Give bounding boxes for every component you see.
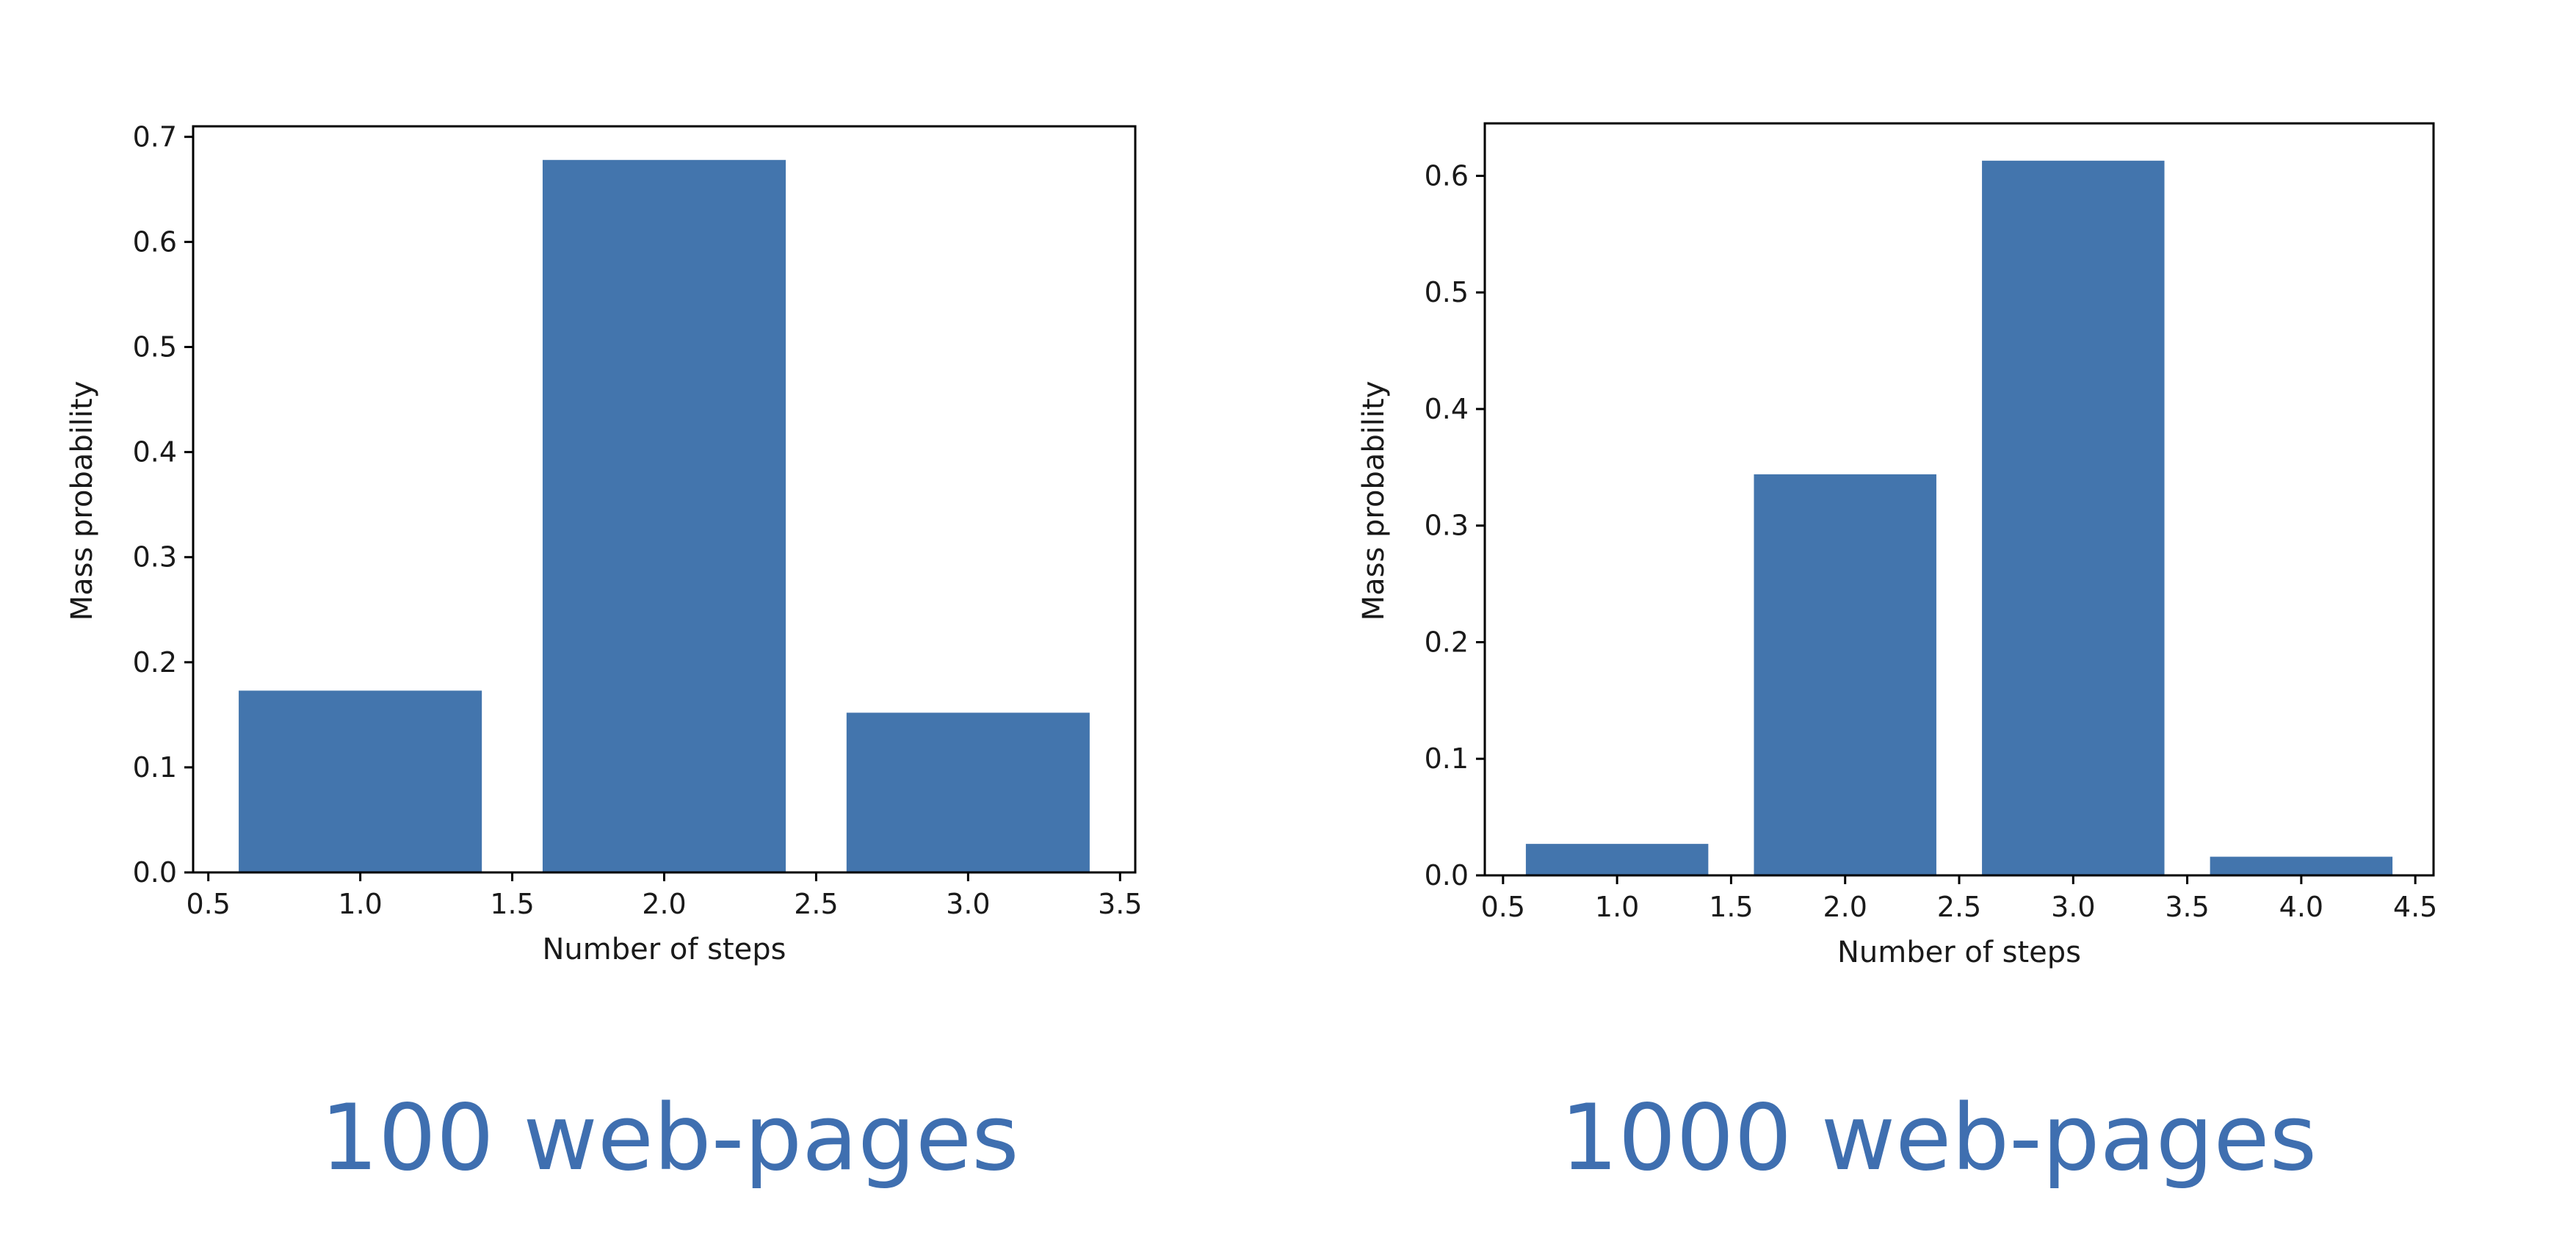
chart1-y-tick-label: 0.3 [1425, 510, 1469, 542]
chart1-y-tick-label: 0.6 [1425, 159, 1469, 192]
chart1-x-tick-label: 1.0 [1595, 891, 1639, 923]
chart1-y-tick-label: 0.4 [1425, 393, 1469, 425]
chart0-y-tick-label: 0.1 [133, 751, 177, 784]
chart1-bar-2 [1754, 474, 1936, 875]
chart1-y-axis-label: Mass probability [1357, 381, 1391, 621]
chart1-x-tick-label: 2.5 [1937, 891, 1981, 923]
chart1-x-axis-label: Number of steps [1837, 936, 2081, 969]
chart0-x-tick-label: 2.0 [642, 888, 686, 920]
chart1-y-tick-label: 0.5 [1425, 276, 1469, 308]
chart0-x-tick-label: 3.0 [946, 888, 990, 920]
caption-1000-web-pages: 1000 web-pages [1560, 1085, 2317, 1191]
chart0-bar-2 [542, 159, 786, 872]
chart0-x-tick-label: 1.5 [490, 888, 534, 920]
chart1-x-tick-label: 2.0 [1823, 891, 1867, 923]
chart0-y-tick-label: 0.3 [133, 541, 177, 574]
chart1-plot-frame [1483, 122, 2435, 877]
chart1-x-tick-label: 4.5 [2393, 891, 2437, 923]
chart-1000-pages: 0.5 1.0 1.5 2.0 2.5 3.0 3.5 4.0 4.5 0.0 0.1 0.2 0.3 0… [1357, 122, 2437, 969]
chart1-x-tick-label: 4.0 [2279, 891, 2323, 923]
chart1-bar-1 [1525, 844, 1709, 875]
chart0-y-tick-label: 0.0 [133, 856, 177, 889]
chart0-y-axis-label: Mass probability [65, 381, 99, 621]
chart1-y-tick-label: 0.0 [1425, 859, 1469, 892]
chart1-y-tick-label: 0.2 [1425, 626, 1469, 658]
chart0-x-tick-label: 0.5 [186, 888, 230, 920]
chart1-bar-3 [1982, 160, 2165, 875]
chart1-x-tick-label: 3.0 [2051, 891, 2095, 923]
chart1-bar-4 [2210, 856, 2393, 875]
chart0-y-tick-label: 0.6 [133, 225, 177, 258]
chart1-x-tick-label: 0.5 [1481, 891, 1525, 923]
chart0-y-tick-label: 0.2 [133, 646, 177, 679]
chart0-x-axis-label: Number of steps [542, 933, 786, 966]
chart0-y-tick-label: 0.4 [133, 436, 177, 469]
chart1-y-tick-label: 0.1 [1425, 742, 1469, 775]
chart1-x-tick-label: 1.5 [1709, 891, 1753, 923]
chart0-y-tick-label: 0.7 [133, 120, 177, 153]
chart-100-pages: 0.5 1.0 1.5 2.0 2.5 3.0 3.5 0.0 0.1 0.2 0.3 0.4 0.5 0… [65, 120, 1143, 966]
chart0-y-tick-label: 0.5 [133, 331, 177, 364]
caption-100-web-pages: 100 web-pages [320, 1085, 1019, 1191]
chart0-x-tick-label: 2.5 [794, 888, 838, 920]
chart0-x-tick-label: 3.5 [1098, 888, 1142, 920]
chart0-bar-1 [239, 690, 482, 872]
chart1-x-tick-label: 3.5 [2165, 891, 2209, 923]
chart0-bar-3 [846, 712, 1090, 872]
chart0-x-tick-label: 1.0 [338, 888, 382, 920]
